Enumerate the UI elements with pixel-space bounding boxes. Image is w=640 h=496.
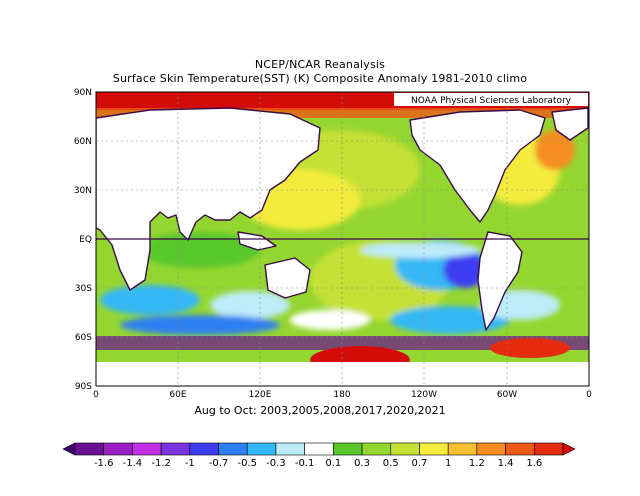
colorbar-swatch	[275, 442, 305, 456]
lon-label: 0	[586, 390, 592, 400]
colorbar-swatch	[419, 442, 449, 456]
colorbar-arrow-low	[62, 442, 76, 456]
continents	[96, 107, 589, 331]
map-panel	[96, 92, 589, 386]
colorbar-tick-label: -1.4	[123, 458, 143, 469]
lon-label: 120E	[249, 390, 272, 400]
colorbar-tick-label: -1.2	[151, 458, 171, 469]
colorbar-swatch	[132, 442, 162, 456]
southern-ocean-band	[96, 336, 589, 350]
south-america-landmass	[477, 231, 523, 331]
greenland-landmass	[551, 107, 589, 141]
colorbar: -1.6 -1.4 -1.2 -1 -0.7 -0.5 -0.3 -0.1 0.1 0.3 0.5 0…	[62, 442, 576, 469]
antarctica-land	[96, 362, 589, 386]
colorbar-swatch	[476, 442, 506, 456]
colorbar-swatch	[390, 442, 420, 456]
composite-years-label: Aug to Oct: 2003,2005,2008,2017,2020,202…	[194, 404, 446, 417]
title-line-1: NCEP/NCAR Reanalysis	[254, 58, 386, 71]
maritime-continent	[237, 231, 277, 251]
colorbar-tick-label: -0.7	[209, 458, 229, 469]
lat-label: EQ	[79, 235, 92, 245]
colorbar-tick-label: -1.6	[94, 458, 114, 469]
colorbar-swatch	[160, 442, 191, 456]
colorbar-swatch	[333, 442, 363, 456]
colorbar-swatch	[361, 442, 392, 456]
colorbar-tick-label: -0.3	[266, 458, 286, 469]
title-line-2: Surface Skin Temperature(SST) (K) Compos…	[112, 72, 528, 85]
lat-label: 30S	[75, 284, 92, 294]
credit-box	[394, 93, 588, 106]
longitude-labels: 0 60E 120E 180 120W 60W 0	[93, 390, 592, 400]
lon-label: 120W	[411, 390, 437, 400]
colorbar-swatch	[103, 442, 133, 456]
credit-text: NOAA Physical Sciences Laboratory	[411, 96, 572, 106]
lon-label: 180	[333, 390, 350, 400]
map-frame	[95, 91, 590, 387]
north-america-landmass	[409, 109, 546, 223]
lat-label: 30N	[74, 186, 92, 196]
lat-label: 60S	[75, 333, 92, 343]
anomaly-patches	[100, 130, 575, 335]
lat-label: 90S	[75, 382, 92, 392]
colorbar-tick-label: 1	[445, 458, 451, 469]
colorbar-swatch	[189, 442, 219, 456]
colorbar-tick-label: -0.1	[295, 458, 315, 469]
colorbar-tick-label: 0.5	[383, 458, 399, 469]
colorbar-swatch	[533, 442, 564, 456]
colorbar-swatch	[74, 442, 105, 456]
colorbar-swatch	[447, 442, 478, 456]
colorbar-tick-label: 1.6	[526, 458, 542, 469]
colorbar-swatch	[505, 442, 535, 456]
colorbar-swatch	[218, 442, 248, 456]
colorbar-tick-label: 0.3	[354, 458, 370, 469]
lon-label: 60E	[169, 390, 186, 400]
colorbar-tick-label: -0.5	[237, 458, 257, 469]
colorbar-tick-label: 1.2	[469, 458, 485, 469]
colorbar-swatch	[246, 442, 277, 456]
lat-label: 90N	[74, 88, 92, 98]
latitude-labels: 90N 60N 30N EQ 30S 60S 90S	[74, 88, 92, 392]
colorbar-tick-label: 0.7	[412, 458, 428, 469]
colorbar-arrow-high	[562, 442, 576, 456]
lon-label: 0	[93, 390, 99, 400]
lon-label: 60W	[497, 390, 517, 400]
eurasia-africa-landmass	[96, 107, 321, 291]
lat-label: 60N	[74, 137, 92, 147]
colorbar-tick-label: -1	[185, 458, 195, 469]
colorbar-tick-label: 0.1	[325, 458, 341, 469]
australia-landmass	[264, 257, 311, 299]
colorbar-tick-label: 1.4	[498, 458, 514, 469]
colorbar-swatch	[304, 442, 334, 456]
